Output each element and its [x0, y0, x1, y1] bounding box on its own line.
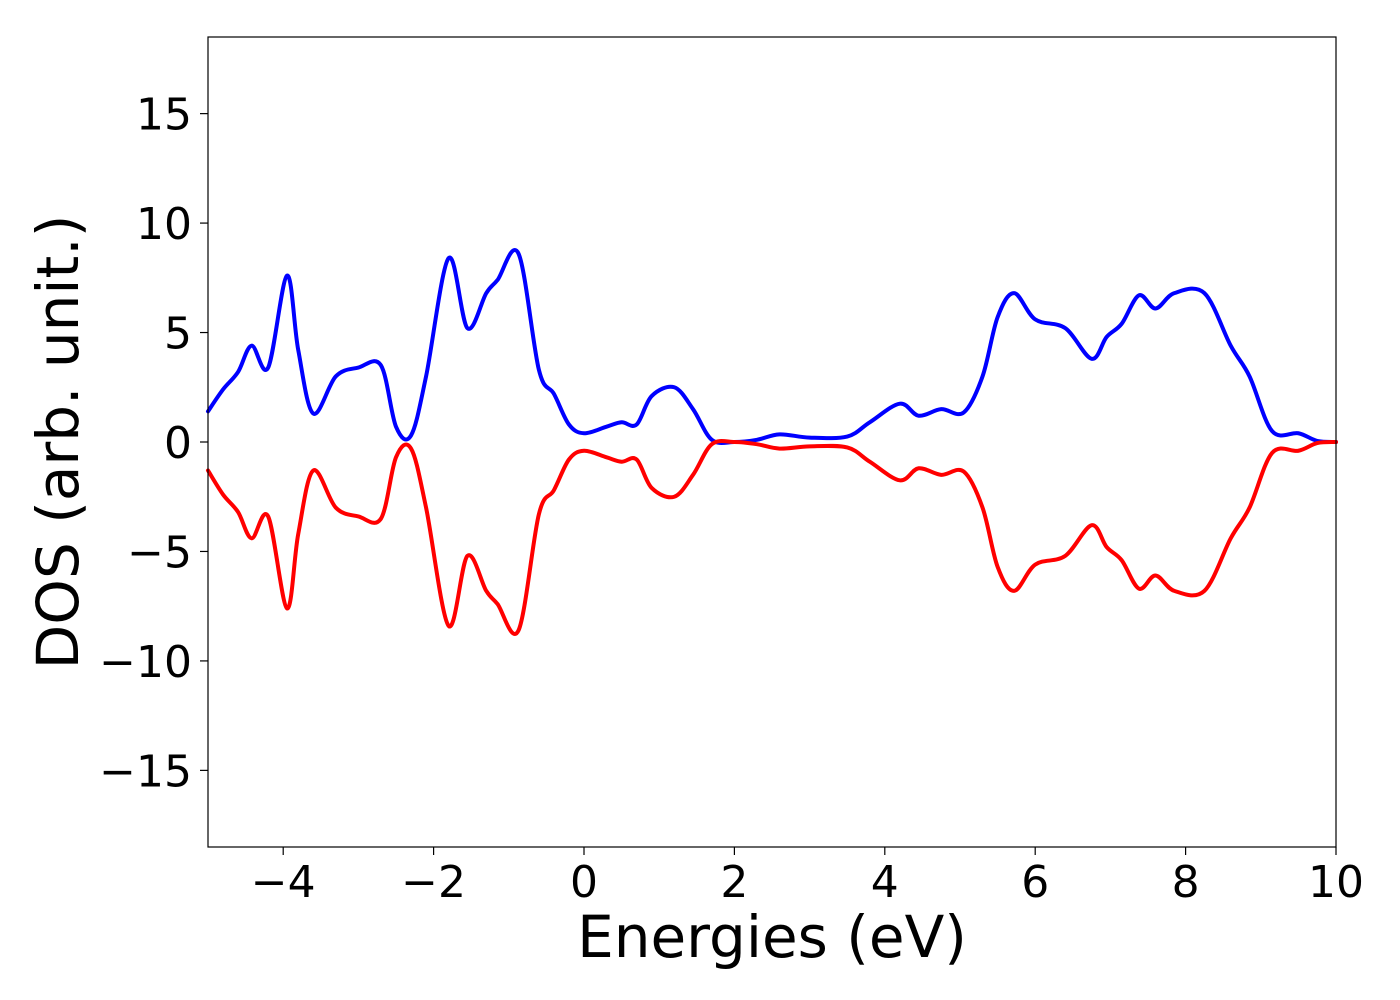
x-tick-label: 6 — [1021, 857, 1049, 908]
y-tick-label: −5 — [127, 527, 192, 578]
x-tick-label: −2 — [401, 857, 466, 908]
series-line-spin-down — [206, 439, 1338, 636]
x-tick-label: 0 — [570, 857, 598, 908]
series-line-spin-up — [206, 248, 1338, 445]
x-axis-title: Energies (eV) — [577, 903, 967, 971]
y-tick-label: 5 — [164, 309, 192, 360]
x-tick-label: 10 — [1308, 857, 1364, 908]
x-tick-label: −4 — [251, 857, 316, 908]
x-tick-label: 8 — [1172, 857, 1200, 908]
y-tick-label: 15 — [136, 90, 192, 141]
y-tick-label: −10 — [99, 637, 192, 688]
x-tick-label: 4 — [871, 857, 899, 908]
x-axis-ticks: −4 −2 0 2 4 6 8 10 — [251, 847, 1364, 908]
series-layer — [206, 248, 1338, 636]
y-tick-label: 0 — [164, 418, 192, 469]
y-tick-label: 10 — [136, 199, 192, 250]
y-tick-label: −15 — [99, 746, 192, 797]
y-axis-ticks: 15 10 5 0 −5 −10 −15 — [99, 90, 208, 797]
y-axis-title: DOS (arb. unit.) — [24, 215, 92, 670]
plot-background — [208, 37, 1336, 847]
x-tick-label: 2 — [720, 857, 748, 908]
